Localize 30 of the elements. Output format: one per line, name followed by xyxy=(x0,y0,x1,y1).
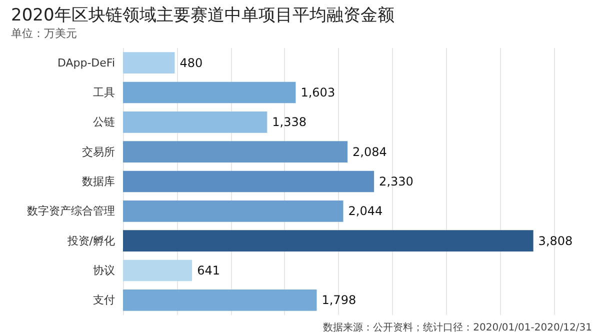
data-label: 641 xyxy=(197,264,220,278)
y-tick-label: 公链 xyxy=(93,116,115,129)
y-tick-label: 工具 xyxy=(93,86,115,99)
y-tick-label: 支付 xyxy=(93,294,115,307)
data-label: 1,338 xyxy=(272,115,307,130)
bar xyxy=(123,289,317,311)
bar xyxy=(123,111,268,133)
y-tick-label: 数字资产综合管理 xyxy=(27,204,115,218)
data-label: 2,330 xyxy=(379,174,414,188)
chart-title: 2020年区块链领域主要赛道中单项目平均融资金额 xyxy=(11,6,394,26)
data-label: 2,044 xyxy=(348,204,383,218)
y-tick-label: 协议 xyxy=(93,264,115,277)
data-label: 2,084 xyxy=(352,144,387,159)
data-label: 3,808 xyxy=(538,234,573,248)
y-tick-label: DApp-DeFi xyxy=(57,56,115,70)
bar xyxy=(123,260,192,282)
data-label: 1,798 xyxy=(322,293,356,308)
y-tick-label: 数据库 xyxy=(82,175,115,188)
y-tick-label: 投资/孵化 xyxy=(66,234,115,248)
y-tick-label: 交易所 xyxy=(82,145,115,158)
bar xyxy=(123,200,344,222)
source-note: 数据来源：公开资料；统计口径：2020/01/01-2020/12/31 xyxy=(323,322,592,334)
data-label: 1,603 xyxy=(300,86,336,100)
bar xyxy=(123,141,348,163)
data-label: 480 xyxy=(180,56,203,70)
bar xyxy=(123,230,534,252)
chart-subtitle: 单位：万美元 xyxy=(11,27,77,40)
bar xyxy=(123,82,296,104)
bar xyxy=(123,170,374,192)
bar xyxy=(123,52,175,74)
